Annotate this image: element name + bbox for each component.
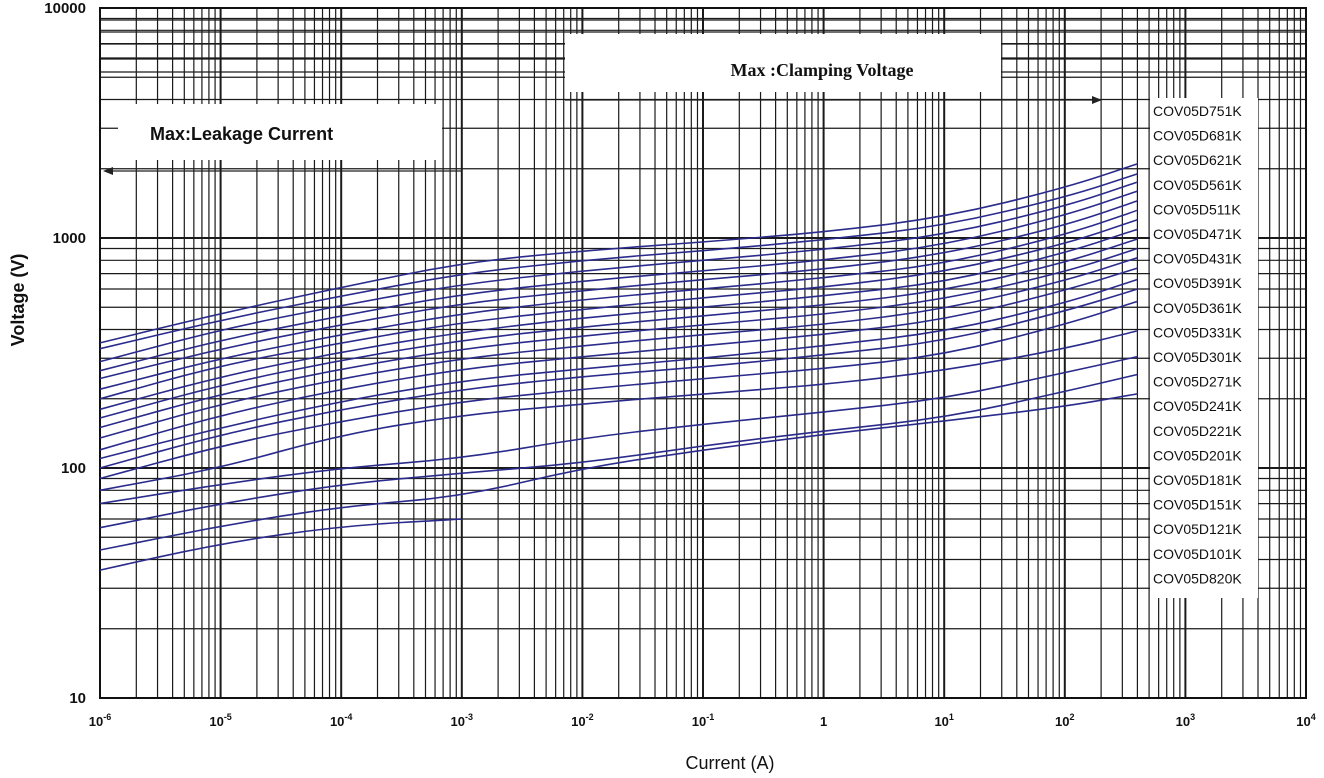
series-line-cov05d331k (99, 247, 1139, 429)
series-line-cov05d221k (99, 288, 1139, 469)
series-line-cov05d301k (99, 257, 1138, 439)
legend-entry: COV05D301K (1153, 349, 1242, 365)
annotation-boxes: Max :Clamping Voltage Max:Leakage Curren… (103, 34, 1102, 175)
y-axis-label: Voltage (V) (8, 254, 28, 347)
legend-entry: COV05D201K (1153, 447, 1242, 463)
series-line-cov05d271k (99, 267, 1138, 451)
legend-entry: COV05D221K (1153, 423, 1242, 439)
x-tick-label: 102 (1055, 712, 1074, 729)
y-tick-label: 1000 (53, 230, 86, 247)
leakage-box (118, 104, 442, 160)
series-line-cov05d101k (99, 393, 1139, 551)
legend-entry: COV05D151K (1153, 497, 1242, 513)
legend-entry: COV05D271K (1153, 374, 1242, 390)
series-line-cov05d391k (99, 228, 1139, 411)
curves (99, 163, 1139, 571)
legend-entry: COV05D391K (1153, 275, 1242, 291)
tick-labels: 10 100 1000 10000 10-6 10-5 10-4 10-3 10-2 10-1 1 1… (44, 0, 1315, 729)
leakage-arrowhead (103, 167, 113, 175)
legend-entry: COV05D751K (1153, 103, 1242, 119)
legend-entry: COV05D471K (1153, 226, 1242, 242)
legend-entry: COV05D681K (1153, 128, 1242, 144)
legend-entry: COV05D820K (1153, 570, 1242, 586)
x-tick-label: 10-5 (209, 712, 231, 729)
y-tick-label: 100 (61, 460, 86, 477)
series-line-cov05d751k (99, 163, 1139, 344)
series-line-cov05d621k (99, 181, 1139, 363)
x-tick-label: 104 (1296, 712, 1315, 729)
x-tick-label: 10-6 (89, 712, 111, 729)
y-tick-label: 10000 (44, 0, 86, 17)
series-line-cov05d151k (99, 355, 1138, 505)
series-line-cov05d121k (99, 373, 1138, 529)
legend-entry: COV05D241K (1153, 398, 1242, 414)
legend: COV05D751K COV05D681K COV05D621K COV05D561K… (1150, 98, 1258, 598)
series-line-cov05d561k (99, 190, 1138, 372)
legend-entry: COV05D121K (1153, 521, 1242, 537)
plot-frame (99, 7, 1307, 699)
series-line-cov05d820k (99, 518, 463, 571)
x-tick-label: 101 (934, 712, 953, 729)
x-tick-label: 10-1 (692, 712, 714, 729)
series-line-cov05d431k (99, 219, 1138, 400)
x-tick-label: 10-4 (330, 712, 352, 729)
x-tick-label: 103 (1176, 712, 1195, 729)
series-line-cov05d361k (99, 238, 1138, 419)
legend-entry: COV05D511K (1153, 201, 1241, 217)
legend-entry: COV05D331K (1153, 324, 1242, 340)
clamping-annotation: Max :Clamping Voltage (730, 60, 913, 80)
x-tick-label: 10-2 (571, 712, 593, 729)
series-line-cov05d681k (99, 173, 1138, 350)
legend-box (1150, 98, 1258, 598)
clamping-arrowhead (1092, 96, 1102, 104)
x-tick-label: 10-3 (451, 712, 473, 729)
y-tick-label: 10 (69, 690, 86, 707)
x-axis-label: Current (A) (685, 753, 774, 773)
legend-entry: COV05D431K (1153, 251, 1242, 267)
legend-entry: COV05D621K (1153, 152, 1242, 168)
series-line-cov05d471k (99, 209, 1139, 390)
series-line-cov05d201k (99, 300, 1139, 480)
legend-entry: COV05D361K (1153, 300, 1242, 316)
series-line-cov05d181k (99, 330, 1139, 492)
series-line-cov05d241k (99, 278, 1138, 460)
series-line-cov05d511k (99, 200, 1139, 380)
legend-entry: COV05D181K (1153, 472, 1242, 488)
grid (99, 7, 1307, 699)
legend-entry: COV05D101K (1153, 546, 1242, 562)
x-tick-label: 1 (820, 714, 827, 729)
clamping-box (565, 34, 1001, 92)
leakage-annotation: Max:Leakage Current (150, 124, 333, 144)
legend-entry: COV05D561K (1153, 177, 1242, 193)
